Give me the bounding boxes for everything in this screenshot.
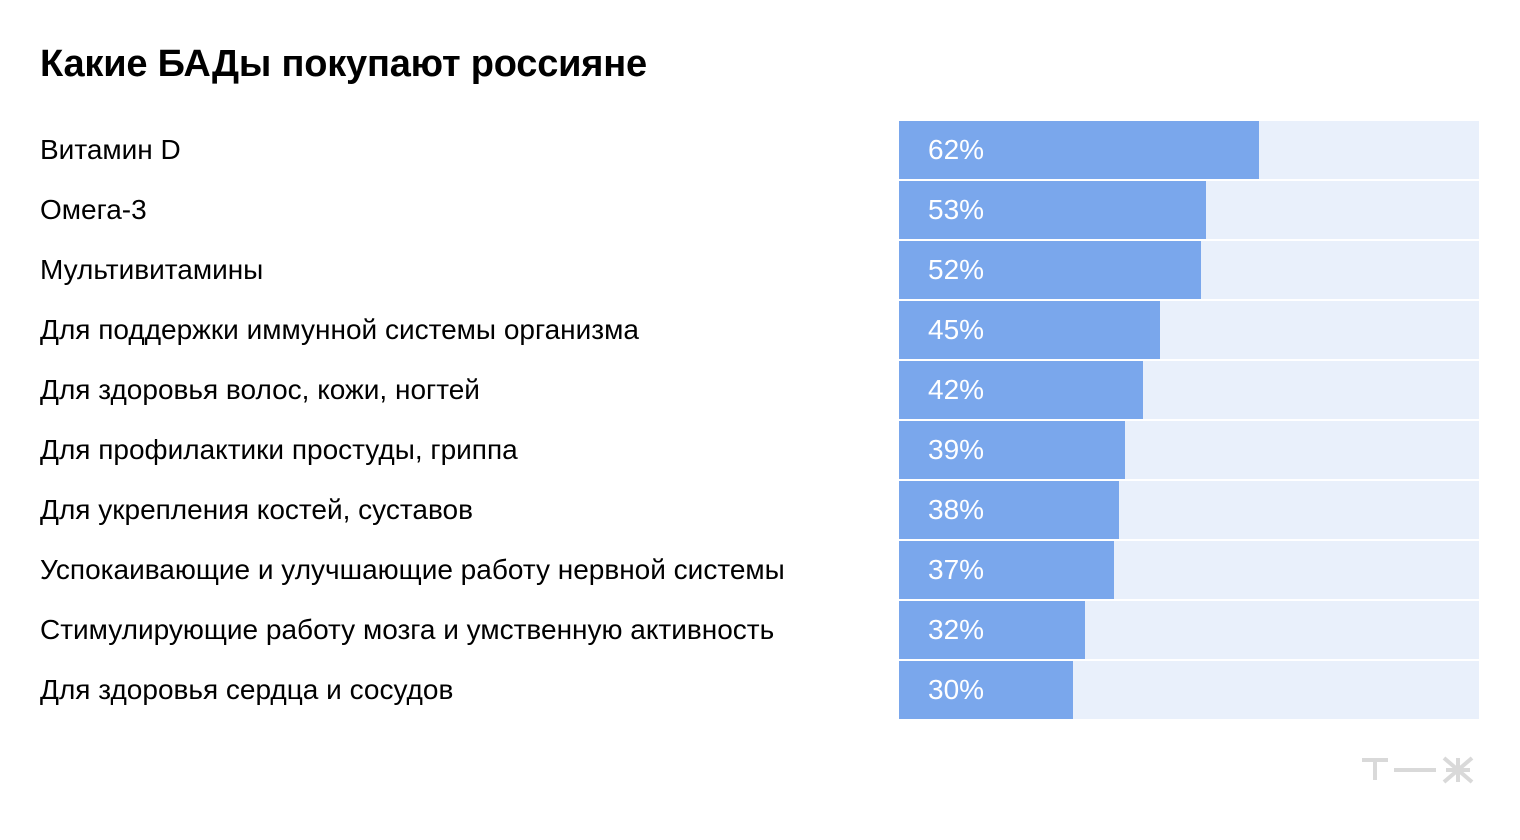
bar-value-label: 62% [928,134,985,165]
bar-value-label: 38% [928,494,985,525]
category-label: Мультивитамины [40,254,264,285]
category-label: Для укрепления костей, суставов [40,494,473,525]
bar-track: 53% [899,181,1479,239]
bar-track: 37% [899,541,1479,599]
bar-value-label: 53% [928,194,985,225]
bar-track: 38% [899,481,1479,539]
bar [899,181,1207,239]
bar [899,601,1085,659]
category-label: Для поддержки иммунной системы организма [40,314,639,345]
category-label: Витамин D [40,134,181,165]
bar [899,121,1259,179]
bar-value-label: 42% [928,374,985,405]
category-label: Для здоровья волос, кожи, ногтей [40,374,480,405]
bar [899,481,1120,539]
chart-row: Для здоровья сердца и сосудов 30% [0,661,1520,719]
chart-row: Стимулирующие работу мозга и умственную … [0,601,1520,659]
bar [899,421,1126,479]
bar-value-label: 45% [928,314,985,345]
bar [899,241,1201,299]
category-label: Стимулирующие работу мозга и умственную … [40,614,775,645]
tzh-logo-icon [1362,756,1474,784]
category-label: Для здоровья сердца и сосудов [40,674,454,705]
bar-track: 62% [899,121,1479,179]
bar-value-label: 39% [928,434,985,465]
chart-row: Успокаивающие и улучшающие работу нервно… [0,541,1520,599]
chart-row: Для укрепления костей, суставов 38% [0,481,1520,539]
bar-track: 45% [899,301,1479,359]
chart-row: Мультивитамины 52% [0,241,1520,299]
bar [899,661,1073,719]
chart-title: Какие БАДы покупают россияне [40,43,647,85]
chart-row: Для профилактики простуды, гриппа 39% [0,421,1520,479]
chart-row: Витамин D 62% [0,121,1520,179]
bar-value-label: 52% [928,254,985,285]
chart-row: Для поддержки иммунной системы организма… [0,301,1520,359]
bar-track: 42% [899,361,1479,419]
category-label: Омега-3 [40,194,147,225]
bar-track: 32% [899,601,1479,659]
bar-track: 30% [899,661,1479,719]
bar-value-label: 32% [928,614,985,645]
bar [899,541,1114,599]
chart-row: Омега-3 53% [0,181,1520,239]
bar-track: 39% [899,421,1479,479]
bar [899,301,1160,359]
bar-track: 52% [899,241,1479,299]
bar-value-label: 30% [928,674,985,705]
bar-value-label: 37% [928,554,985,585]
bar [899,361,1143,419]
category-label: Для профилактики простуды, гриппа [40,434,518,465]
category-label: Успокаивающие и улучшающие работу нервно… [40,554,785,585]
chart-row: Для здоровья волос, кожи, ногтей 42% [0,361,1520,419]
